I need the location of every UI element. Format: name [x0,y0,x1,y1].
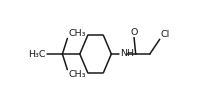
Text: O: O [131,28,138,37]
Text: Cl: Cl [160,30,170,39]
Text: H₃C: H₃C [28,50,46,59]
Text: CH₃: CH₃ [68,70,86,79]
Text: NH: NH [120,49,134,58]
Text: CH₃: CH₃ [68,29,86,38]
